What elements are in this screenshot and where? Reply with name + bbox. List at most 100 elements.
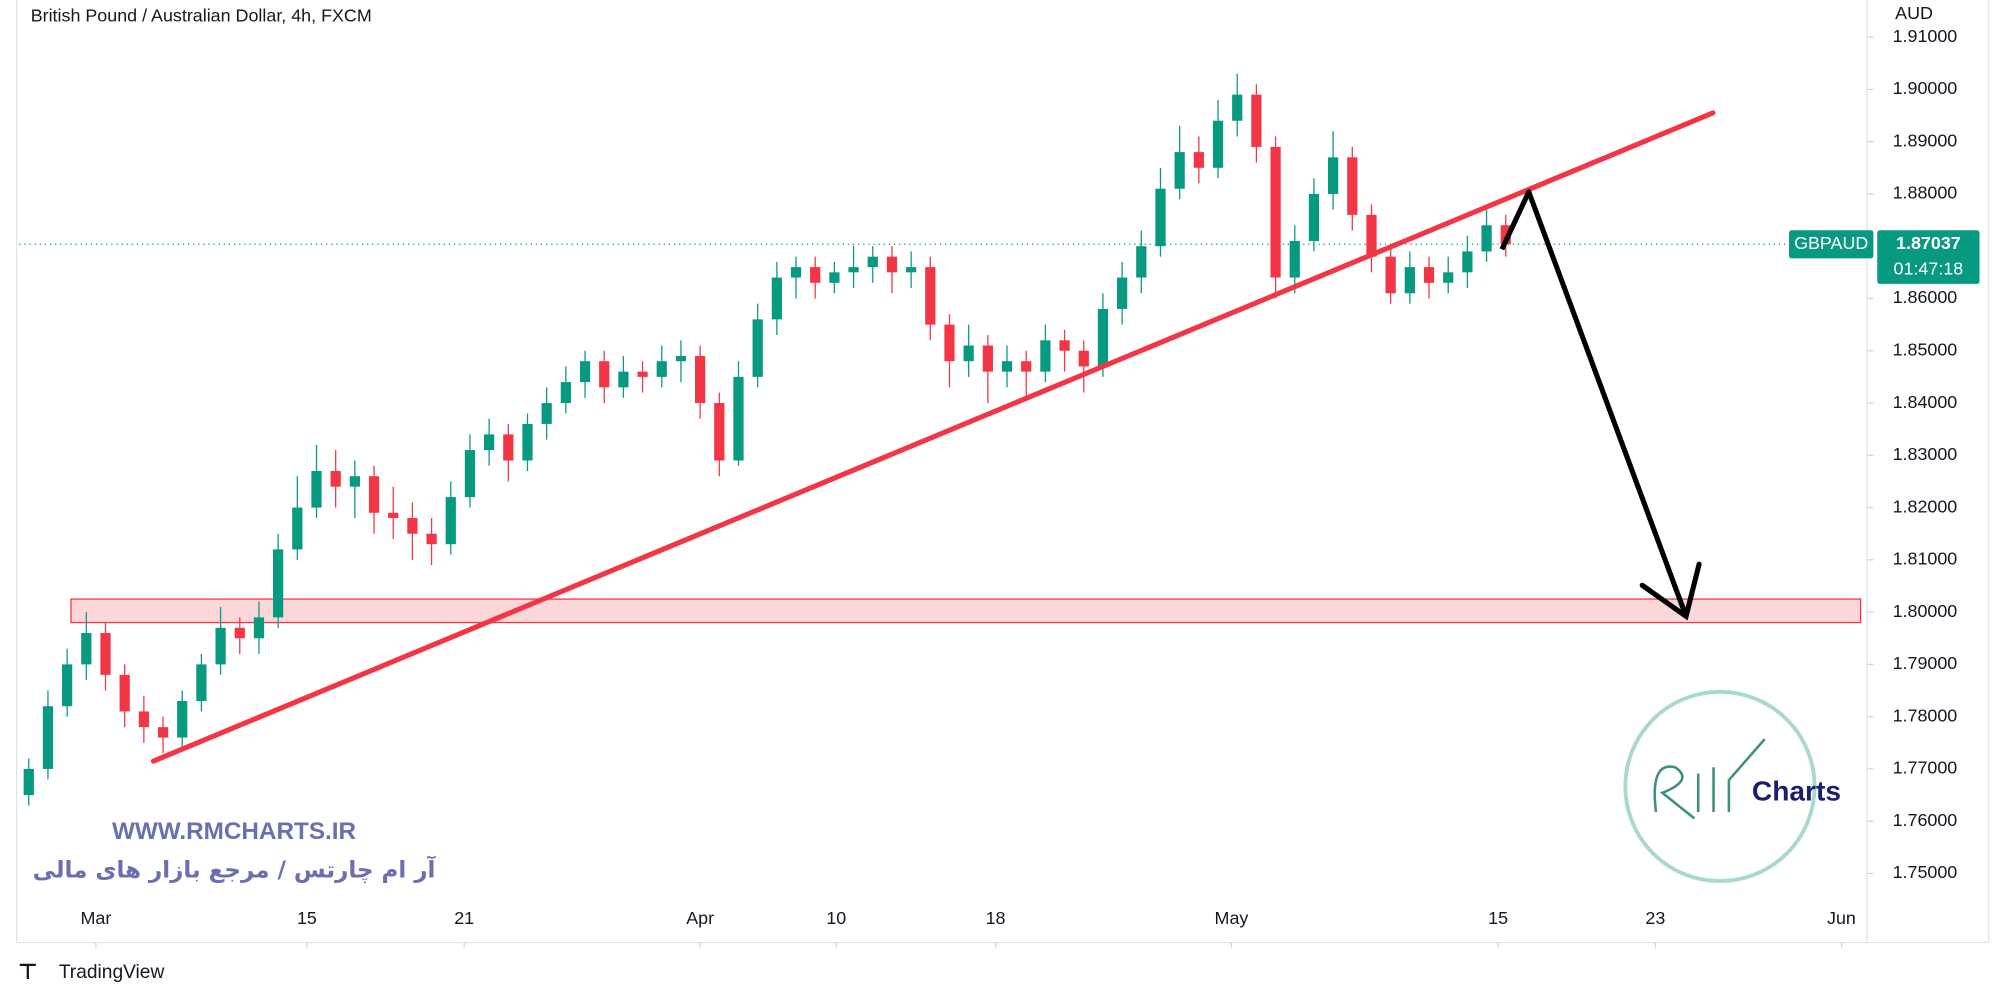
candle-body <box>1366 214 1377 257</box>
footer-icon: ⊤ <box>18 959 38 984</box>
candle-body <box>1347 157 1358 215</box>
price-tag <box>1877 230 1980 284</box>
y-tick-label: 1.89000 <box>1893 130 1958 150</box>
projection-arrow <box>1499 189 1689 618</box>
y-tick-label: 1.78000 <box>1893 705 1958 725</box>
candle-body <box>1289 240 1300 278</box>
candle-body <box>848 267 859 273</box>
candle-body <box>292 507 303 550</box>
y-tick-label: 1.84000 <box>1893 392 1958 412</box>
candle-body <box>1385 256 1396 294</box>
trendline <box>150 110 1716 764</box>
y-tick-label: 1.86000 <box>1893 287 1958 307</box>
candle-body <box>771 277 782 320</box>
candle-body <box>541 403 552 424</box>
x-tick-label: 21 <box>454 908 474 928</box>
candle-body <box>1040 340 1051 372</box>
arrow-head <box>1639 561 1702 621</box>
candle-body <box>311 470 322 508</box>
candle-body <box>829 272 840 283</box>
y-axis-label: AUD <box>1895 3 1933 23</box>
candle-body <box>215 627 226 665</box>
candle-body <box>618 371 629 388</box>
last-price-label: 1.87037 <box>1896 233 1961 253</box>
candle-body <box>445 497 456 545</box>
candle-body <box>177 700 188 738</box>
candle-body <box>1155 188 1166 247</box>
chart-title: British Pound / Australian Dollar, 4h, F… <box>31 5 372 25</box>
candle-body <box>1251 94 1262 147</box>
candle-body <box>1097 308 1109 367</box>
x-tick-label: 15 <box>297 908 317 928</box>
candle-body <box>157 727 169 738</box>
y-tick-label: 1.88000 <box>1893 183 1958 203</box>
candle-body <box>100 633 111 675</box>
candle-body <box>273 549 284 618</box>
candle-body <box>1232 94 1243 121</box>
y-tick-label: 1.91000 <box>1893 26 1958 46</box>
candle-body <box>388 512 399 519</box>
candle-body <box>1462 251 1473 273</box>
candle-body <box>790 267 802 278</box>
y-tick-label: 1.83000 <box>1893 444 1958 464</box>
y-tick-label: 1.82000 <box>1893 496 1958 516</box>
candle-body <box>752 319 763 377</box>
y-tick-label: 1.79000 <box>1893 653 1958 673</box>
x-tick-label: 23 <box>1645 908 1665 928</box>
candle-body <box>1059 340 1070 351</box>
candle-body <box>1328 157 1339 194</box>
candle-body <box>349 476 360 487</box>
candle-body <box>982 345 993 372</box>
candle-body <box>253 617 265 639</box>
candle-body <box>1423 267 1435 283</box>
candle-body <box>925 267 936 325</box>
x-tick-label: 10 <box>826 908 846 928</box>
candle-body <box>656 361 667 377</box>
candle-body <box>407 518 418 534</box>
candle-body <box>579 361 591 383</box>
candle-body <box>196 664 207 701</box>
candle-body <box>675 355 687 362</box>
candle-body <box>1117 277 1128 309</box>
candle-body <box>119 674 130 712</box>
y-tick-label: 1.80000 <box>1893 601 1958 621</box>
candle-body <box>1193 152 1204 168</box>
candle-body <box>944 324 955 362</box>
candle-body <box>599 361 610 388</box>
footer-brand: TradingView <box>59 962 165 983</box>
candle-body <box>1212 120 1224 168</box>
symbol-tag <box>1789 230 1874 259</box>
candle-body <box>503 434 514 461</box>
candle-body <box>1270 146 1281 278</box>
watermark-logo: Charts <box>1623 689 1841 883</box>
candle-body <box>733 376 744 461</box>
candle-body <box>886 256 898 273</box>
candle-body <box>560 382 571 404</box>
y-tick-label: 1.90000 <box>1893 78 1958 98</box>
candle-body <box>426 533 437 545</box>
candle-body <box>1404 267 1415 294</box>
candle-body <box>368 476 380 513</box>
candle-body <box>234 627 245 639</box>
y-tick-label: 1.81000 <box>1893 549 1958 569</box>
candle-body <box>714 403 725 461</box>
candle-body <box>1500 225 1511 245</box>
candle-body <box>867 256 878 268</box>
candle-body <box>1481 225 1492 252</box>
candle-body <box>62 664 73 707</box>
candle-body <box>330 470 341 487</box>
candle-body <box>464 450 476 498</box>
candle-body <box>23 768 34 796</box>
candle-body <box>906 267 917 273</box>
candle-body <box>810 267 821 283</box>
y-tick-label: 1.77000 <box>1893 758 1958 778</box>
x-tick-label: Apr <box>686 908 714 928</box>
x-tick-label: 15 <box>1488 908 1508 928</box>
y-tick-label: 1.85000 <box>1893 339 1958 359</box>
logo-ring <box>1623 689 1817 883</box>
candle-body <box>42 706 54 769</box>
watermark-url: WWW.RMCHARTS.IR <box>112 818 357 845</box>
candle-body <box>963 345 974 362</box>
